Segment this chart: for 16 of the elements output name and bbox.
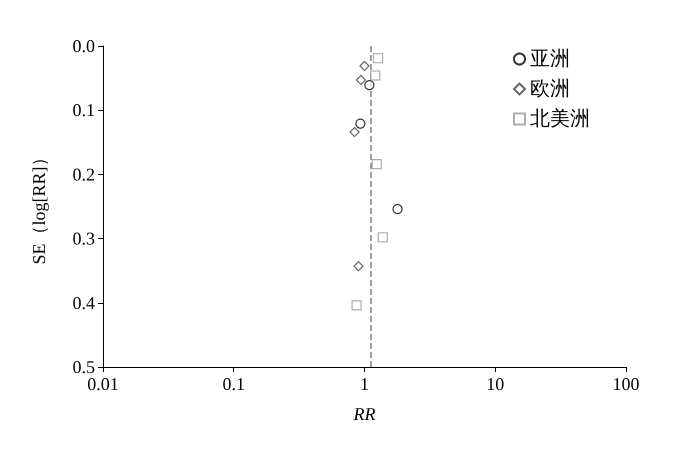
y-tick-label: 0.0	[72, 36, 95, 56]
y-tick-label: 0.5	[72, 357, 95, 377]
y-tick-label: 0.1	[72, 100, 95, 120]
x-tick-label: 1	[360, 374, 369, 394]
x-tick-label: 0.1	[222, 374, 245, 394]
y-tick-label: 0.3	[72, 228, 95, 249]
legend-label: 北美洲	[530, 107, 590, 130]
y-axis-title: SE（log[RR]）	[29, 148, 49, 265]
x-axis-title: RR	[352, 404, 376, 424]
legend-label: 亚洲	[530, 48, 570, 70]
legend-label: 欧洲	[530, 78, 570, 100]
y-tick-label: 0.2	[72, 164, 95, 184]
x-tick-label: 100	[612, 374, 640, 394]
x-tick-label: 10	[486, 374, 504, 394]
x-tick-label: 0.01	[87, 374, 119, 394]
y-tick-label: 0.4	[72, 292, 95, 313]
